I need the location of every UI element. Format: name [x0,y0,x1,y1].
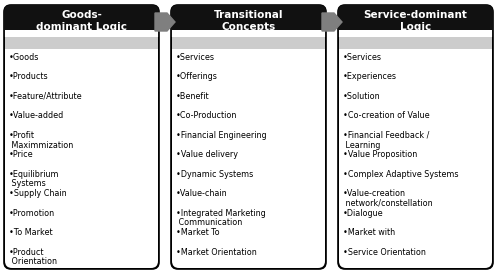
Bar [4,30,159,37]
Text: •To Market: •To Market [9,228,52,237]
Text: •Promotion: •Promotion [9,209,55,218]
Bar [339,30,492,37]
FancyBboxPatch shape [4,5,159,269]
Text: Service-dominant
Logic: Service-dominant Logic [364,10,468,32]
Text: •Co-creation of Value: •Co-creation of Value [343,111,430,120]
Bar [171,30,326,37]
Text: •Market Orientation: •Market Orientation [176,248,257,257]
Bar [338,30,493,37]
Text: Transitional
Concepts: Transitional Concepts [214,10,283,32]
Text: •Co-Production: •Co-Production [176,111,238,120]
Text: •Supply Chain: •Supply Chain [9,189,66,198]
FancyBboxPatch shape [171,5,326,269]
Text: •Value delivery: •Value delivery [176,150,238,159]
Text: •Profit
 Maximmization: •Profit Maximmization [9,131,73,150]
Text: •Value-added: •Value-added [9,111,64,120]
Text: Goods-
dominant Logic: Goods- dominant Logic [36,10,127,32]
Polygon shape [322,13,342,31]
Text: •Dynamic Systems: •Dynamic Systems [176,170,254,179]
Text: •Offerings: •Offerings [176,72,218,81]
Text: •Price: •Price [9,150,34,159]
Bar [172,30,325,37]
Text: •Product
 Orientation: •Product Orientation [9,248,57,266]
FancyBboxPatch shape [4,5,159,37]
Text: •Market To: •Market To [176,228,220,237]
FancyBboxPatch shape [171,5,326,37]
FancyBboxPatch shape [338,5,493,269]
Text: •Market with: •Market with [343,228,395,237]
Text: •Feature/Attribute: •Feature/Attribute [9,92,83,101]
Bar [172,37,325,49]
Text: •Benefit: •Benefit [176,92,210,101]
Text: •Value-chain: •Value-chain [176,189,228,198]
Text: •Dialogue: •Dialogue [343,209,384,218]
Text: •Integrated Marketing
 Communication: •Integrated Marketing Communication [176,209,266,227]
Text: •Financial Feedback /
 Learning: •Financial Feedback / Learning [343,131,430,150]
FancyBboxPatch shape [172,30,325,268]
Bar [5,30,158,37]
FancyBboxPatch shape [338,5,493,37]
Text: •Service Orientation: •Service Orientation [343,248,426,257]
Text: •Value Proposition: •Value Proposition [343,150,417,159]
FancyBboxPatch shape [339,30,492,268]
FancyBboxPatch shape [5,30,158,268]
Bar [5,37,158,49]
Bar [339,37,492,49]
Text: •Value-creation
 network/constellation: •Value-creation network/constellation [343,189,432,208]
Text: •Products: •Products [9,72,48,81]
Text: •Goods: •Goods [9,53,40,62]
Text: •Complex Adaptive Systems: •Complex Adaptive Systems [343,170,458,179]
Text: •Solution: •Solution [343,92,380,101]
Polygon shape [155,13,175,31]
Text: •Experiences: •Experiences [343,72,397,81]
Text: •Equilibrium
 Systems: •Equilibrium Systems [9,170,59,188]
Text: •Financial Engineering: •Financial Engineering [176,131,266,140]
Text: •Services: •Services [176,53,215,62]
Text: •Services: •Services [343,53,382,62]
